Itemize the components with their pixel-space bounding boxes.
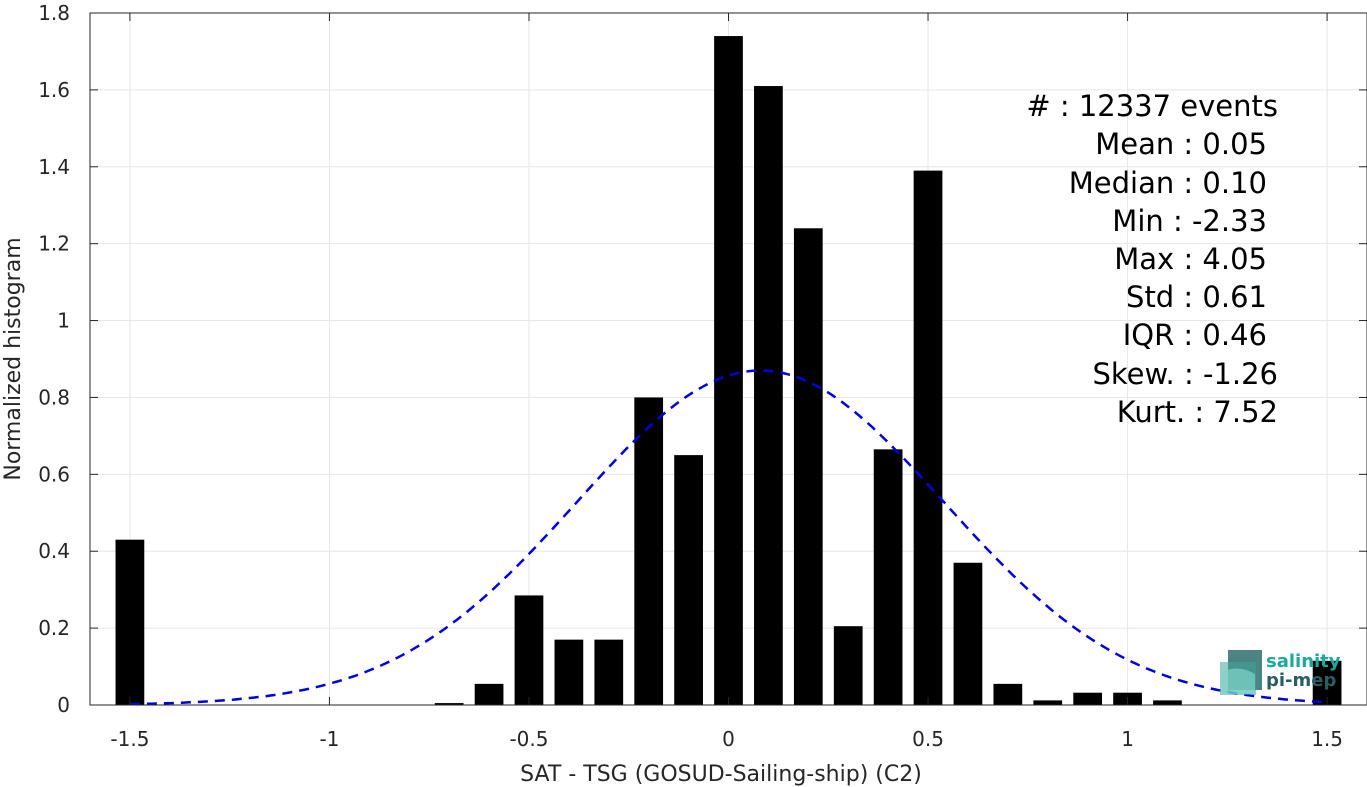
x-tick-label: 1.5 bbox=[1311, 727, 1343, 751]
salinity-pi-mep-logo: salinity pi-mep bbox=[1220, 650, 1341, 695]
x-tick-label: 1 bbox=[1121, 727, 1134, 751]
histogram-bar bbox=[554, 639, 584, 705]
stat-skew: Skew. : -1.26 bbox=[1092, 357, 1278, 391]
stat-max: Max : 4.05 bbox=[1114, 242, 1267, 276]
stat-median: Median : 0.10 bbox=[1069, 166, 1267, 200]
stat-std: Std : 0.61 bbox=[1126, 280, 1267, 314]
histogram-bar bbox=[594, 639, 624, 705]
histogram-bars bbox=[115, 36, 1342, 706]
x-tick-label: -1 bbox=[319, 727, 339, 751]
y-tick-label: 1.6 bbox=[38, 78, 70, 102]
y-tick-label: 1.2 bbox=[38, 232, 70, 256]
y-axis-label: Normalized histogram bbox=[1, 237, 26, 480]
histogram-bar bbox=[953, 562, 983, 705]
y-tick-label: 0.8 bbox=[38, 385, 70, 409]
histogram-bar bbox=[993, 683, 1023, 705]
histogram-bar bbox=[1073, 692, 1103, 705]
histogram-bar bbox=[514, 595, 544, 705]
x-tick-label: 0 bbox=[722, 727, 735, 751]
y-tick-label: 0.4 bbox=[38, 539, 70, 563]
histogram-bar bbox=[434, 703, 464, 705]
histogram-bar bbox=[115, 539, 145, 705]
wave-logo-icon bbox=[1220, 650, 1262, 695]
histogram-bar bbox=[913, 170, 943, 706]
stats-box: # : 12337 events Mean : 0.05 Median : 0.… bbox=[1026, 89, 1278, 429]
x-tick-label: -1.5 bbox=[110, 727, 149, 751]
stat-iqr: IQR : 0.46 bbox=[1123, 318, 1267, 352]
y-tick-label: 0.6 bbox=[38, 462, 70, 486]
logo-line1: salinity bbox=[1266, 651, 1341, 672]
x-axis-label: SAT - TSG (GOSUD-Sailing-ship) (C2) bbox=[520, 762, 922, 787]
histogram-bar bbox=[714, 36, 743, 706]
histogram-bar bbox=[634, 397, 664, 705]
x-axis-ticks: -1.5 -1 -0.5 0 0.5 1 1.5 bbox=[110, 13, 1343, 751]
x-tick-label: 0.5 bbox=[912, 727, 944, 751]
y-tick-label: 1 bbox=[57, 309, 70, 333]
histogram-bar bbox=[754, 86, 783, 706]
stat-events: # : 12337 events bbox=[1026, 89, 1278, 123]
stat-min: Min : -2.33 bbox=[1112, 204, 1267, 238]
y-tick-label: 0.2 bbox=[38, 616, 70, 640]
y-axis-ticks: 0 0.2 0.4 0.6 0.8 1 1.2 1.4 1.6 1.8 bbox=[38, 1, 1367, 717]
histogram-bar bbox=[674, 455, 703, 705]
y-tick-label: 1.8 bbox=[38, 1, 70, 25]
logo-line2: pi-mep bbox=[1266, 670, 1336, 691]
histogram-bar bbox=[873, 449, 903, 705]
stat-kurt: Kurt. : 7.52 bbox=[1117, 395, 1278, 429]
stat-mean: Mean : 0.05 bbox=[1095, 127, 1267, 161]
histogram-bar bbox=[833, 626, 863, 705]
y-tick-label: 1.4 bbox=[38, 155, 70, 179]
histogram-bar bbox=[1033, 700, 1063, 705]
histogram-bar bbox=[474, 683, 504, 705]
histogram-bar bbox=[1153, 700, 1182, 705]
histogram-bar bbox=[793, 228, 823, 706]
y-tick-label: 0 bbox=[57, 693, 70, 717]
x-tick-label: -0.5 bbox=[509, 727, 548, 751]
